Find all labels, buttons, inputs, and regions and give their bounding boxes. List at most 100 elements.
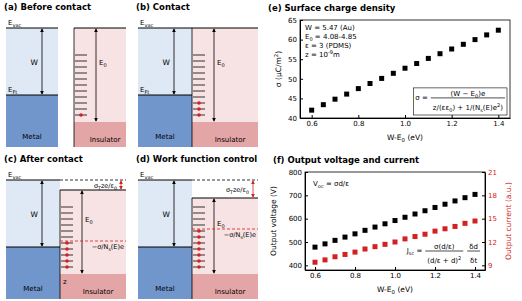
surface-state: [61, 219, 73, 220]
chart-title: (f) Output voltage and current: [273, 155, 419, 165]
label-part: z = 10: [305, 51, 328, 59]
arrow: [174, 181, 175, 246]
label-part: 0: [246, 190, 249, 195]
work-function-label: W: [163, 58, 171, 67]
interface: [192, 198, 193, 299]
tick-mark: [482, 242, 485, 243]
data-point: [393, 218, 398, 223]
label-part: Output current (a.u.): [504, 182, 513, 260]
label-part: δt: [470, 257, 477, 265]
data-point: [321, 102, 326, 107]
label-part: 0: [221, 223, 224, 229]
insulator-vacuum-level: [192, 198, 258, 199]
insulator-label: Insulator: [215, 136, 246, 144]
metal-empty: [6, 180, 60, 247]
surface-state: [193, 97, 205, 98]
tick-label: 400: [289, 262, 302, 270]
tick-label: 1.2: [430, 272, 441, 280]
tick-label: 9: [488, 262, 492, 270]
filled-state: [65, 247, 69, 251]
surface-state: [193, 213, 205, 214]
vacuum-label: Evac: [140, 19, 153, 28]
label-part: σ(d/ε): [434, 243, 455, 251]
label-part: z: [63, 278, 67, 286]
data-point: [313, 245, 318, 250]
data-point: [363, 247, 368, 252]
insulator-label: Insulator: [90, 136, 121, 144]
label-part: (d/ε + d): [427, 257, 458, 265]
data-point: [393, 240, 398, 245]
label-part: ze/ε: [101, 182, 115, 190]
tick-label: 0.6: [307, 120, 319, 128]
data-point: [443, 202, 448, 207]
insulator-vacuum-level: [192, 28, 258, 29]
label-part: W: [31, 210, 39, 219]
tick: 800: [289, 169, 308, 177]
arrow: [82, 191, 83, 273]
y-axis-title: Output voltage (V): [269, 186, 278, 256]
panel-title: (b) Contact: [136, 2, 190, 12]
surface-state: [75, 97, 87, 98]
tick-label: 700: [289, 192, 302, 200]
data-point: [496, 28, 501, 33]
axis: 400500600700800: [289, 169, 308, 271]
label-part: ze/ε: [233, 186, 247, 194]
data-point: [343, 235, 348, 240]
surface-state: [75, 61, 87, 62]
axis-line: [300, 21, 301, 119]
tick-label: 0.8: [350, 272, 361, 280]
formula: σ =(W − E0)ez/(εε0) + 1/(Ns(E)e2): [413, 88, 507, 115]
fermi-level: [6, 247, 60, 248]
x-axis-title: W-E0 (eV): [377, 285, 413, 295]
surface-state: [75, 109, 87, 110]
annotation: E0 = 4.08-4.85: [305, 33, 357, 42]
tick-label: 12: [488, 239, 497, 247]
formula-lhs: σ =: [415, 94, 428, 102]
label-part: Insulator: [90, 136, 121, 144]
tick-label: 1.0: [390, 272, 401, 280]
tick-mark: [300, 118, 303, 119]
label-part: W: [31, 58, 39, 67]
tick-mark: [300, 98, 303, 99]
metal-label: Metal: [155, 285, 174, 293]
data-point: [363, 228, 368, 233]
arrow: [174, 29, 175, 94]
data-point: [391, 71, 396, 76]
filled-state: [197, 265, 201, 269]
tick-label: 1.4: [470, 272, 482, 280]
tick-mark: [312, 115, 313, 118]
tick: 18: [482, 192, 497, 200]
data-point: [353, 231, 358, 236]
data-point: [463, 195, 468, 200]
label-part: 0: [89, 219, 92, 225]
tick-label: 0.6: [310, 272, 322, 280]
chart: (f) Output voltage and current 0.6 0.8 1.0 1…: [269, 155, 513, 295]
tick-label: 65: [288, 17, 297, 25]
data-point: [344, 92, 349, 97]
metal-empty: [138, 28, 192, 95]
tick-mark: [482, 219, 485, 220]
label-part: W-E: [387, 133, 402, 142]
insulator-vacuum-level: [74, 28, 126, 29]
tick-label: 1.4: [493, 120, 505, 128]
tick-mark: [395, 267, 396, 270]
tick: 600: [289, 215, 308, 223]
tick: 1.2: [447, 115, 458, 128]
tick: 1.2: [430, 267, 441, 280]
label-part: Metal: [23, 285, 42, 293]
data-point: [461, 42, 466, 47]
data-point: [368, 81, 373, 86]
label-part: δd: [469, 243, 478, 251]
data-point: [453, 224, 458, 229]
surface-state: [193, 79, 205, 80]
arrow: [42, 29, 43, 94]
surface-state: [193, 85, 205, 86]
filled-state: [197, 241, 201, 245]
data-point: [403, 236, 408, 241]
e0-label: E0: [217, 59, 225, 68]
tick-mark: [300, 59, 303, 60]
panel-title: (a) Before contact: [4, 2, 91, 12]
tick-label: 1.0: [400, 120, 411, 128]
tick: 1.0: [390, 267, 401, 280]
tick-label: 50: [288, 76, 297, 84]
